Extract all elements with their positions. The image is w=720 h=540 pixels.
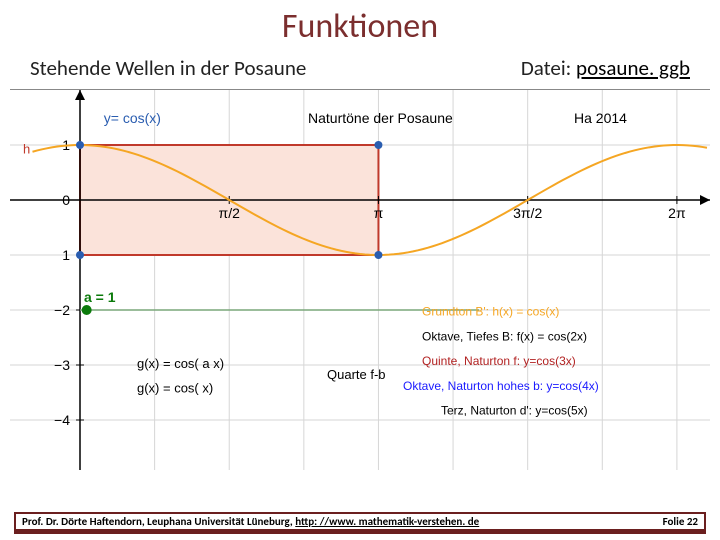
subtitle-right: Datei: posaune. ggb (521, 55, 690, 81)
svg-text:0: 0 (62, 192, 70, 208)
subtitle-left: Stehende Wellen in der Posaune (30, 55, 306, 81)
svg-text:a = 1: a = 1 (84, 289, 116, 305)
page-title: Funktionen (0, 0, 720, 47)
svg-text:π: π (374, 205, 384, 221)
footer-author: Prof. Dr. Dörte Haftendorn, Leuphana Uni… (22, 515, 295, 528)
svg-text:y= cos(x): y= cos(x) (104, 110, 161, 126)
svg-text:−3: −3 (54, 357, 70, 373)
svg-text:Grundton B': h(x) = cos(x): Grundton B': h(x) = cos(x) (422, 305, 559, 319)
footer-bar: Prof. Dr. Dörte Haftendorn, Leuphana Uni… (14, 512, 706, 534)
svg-text:−4: −4 (54, 412, 70, 428)
chart-area: 101−2−3−4π/2π3π/22πa = 1y= cos(x)Naturtö… (10, 89, 710, 469)
footer-page: Folie 22 (663, 515, 698, 528)
svg-text:Oktave, Naturton hohes b: y=c: Oktave, Naturton hohes b: y=cos(4x) (403, 379, 599, 393)
svg-text:1: 1 (62, 247, 70, 263)
svg-text:h: h (23, 141, 30, 156)
file-link[interactable]: posaune. ggb (576, 55, 690, 81)
svg-text:Terz, Naturton d': y=cos(5x): Terz, Naturton d': y=cos(5x) (441, 404, 588, 418)
svg-text:Quinte, Naturton f: y=cos(3x): Quinte, Naturton f: y=cos(3x) (422, 354, 576, 368)
svg-text:Oktave, Tiefes B: f(x) = cos(2: Oktave, Tiefes B: f(x) = cos(2x) (422, 329, 587, 343)
footer-left: Prof. Dr. Dörte Haftendorn, Leuphana Uni… (22, 515, 479, 528)
footer-url[interactable]: http: //www. mathematik-verstehen. de (295, 515, 479, 528)
svg-text:Naturtöne der Posaune: Naturtöne der Posaune (308, 110, 453, 126)
svg-text:g(x) = cos( x): g(x) = cos( x) (137, 381, 213, 396)
svg-text:3π/2: 3π/2 (513, 205, 542, 221)
svg-text:2π: 2π (668, 205, 686, 221)
svg-text:Ha 2014: Ha 2014 (574, 110, 627, 126)
file-prefix: Datei: (521, 55, 576, 81)
svg-text:−2: −2 (54, 302, 70, 318)
svg-text:Quarte f-b: Quarte f-b (327, 367, 386, 382)
subtitle-row: Stehende Wellen in der Posaune Datei: po… (0, 47, 720, 85)
chart-svg: 101−2−3−4π/2π3π/22πa = 1y= cos(x)Naturtö… (10, 90, 710, 470)
svg-text:g(x) = cos( a x): g(x) = cos( a x) (137, 356, 224, 371)
svg-text:π/2: π/2 (219, 205, 241, 221)
